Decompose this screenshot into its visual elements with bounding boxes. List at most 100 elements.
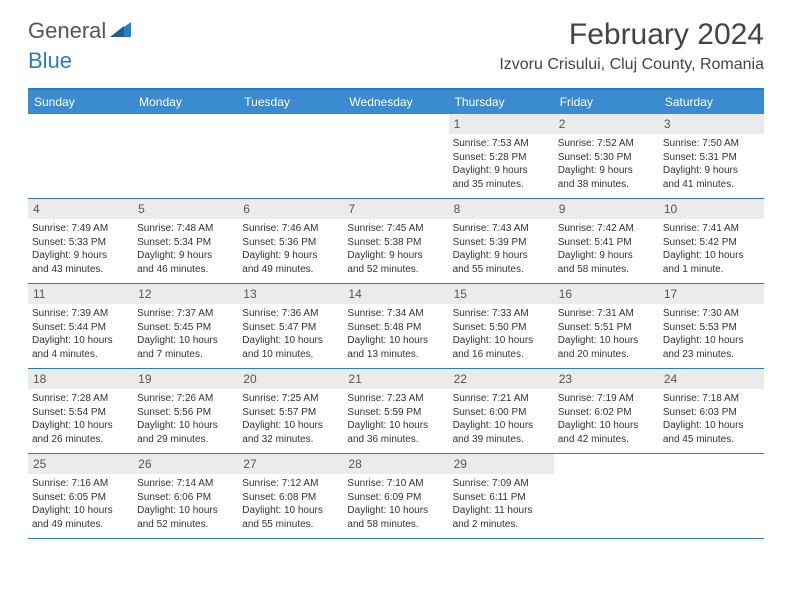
sunrise-text: Sunrise: 7:10 AM (347, 477, 444, 491)
sunrise-text: Sunrise: 7:49 AM (32, 222, 129, 236)
daylight-text: Daylight: 9 hours (558, 164, 655, 178)
sunrise-text: Sunrise: 7:19 AM (558, 392, 655, 406)
weekday-header: Tuesday (238, 90, 343, 114)
daylight-text: and 7 minutes. (137, 348, 234, 362)
day-cell: 11Sunrise: 7:39 AMSunset: 5:44 PMDayligh… (28, 284, 133, 368)
daylight-text: Daylight: 10 hours (453, 419, 550, 433)
sunrise-text: Sunrise: 7:12 AM (242, 477, 339, 491)
day-number: 9 (554, 199, 659, 219)
day-number: 7 (343, 199, 448, 219)
daylight-text: and 35 minutes. (453, 178, 550, 192)
daylight-text: Daylight: 10 hours (242, 504, 339, 518)
sunset-text: Sunset: 5:51 PM (558, 321, 655, 335)
daylight-text: Daylight: 9 hours (242, 249, 339, 263)
daylight-text: and 20 minutes. (558, 348, 655, 362)
page-title: February 2024 (499, 18, 764, 52)
daylight-text: Daylight: 10 hours (453, 334, 550, 348)
day-cell: 8Sunrise: 7:43 AMSunset: 5:39 PMDaylight… (449, 199, 554, 283)
day-number: 20 (238, 369, 343, 389)
daylight-text: and 46 minutes. (137, 263, 234, 277)
sunrise-text: Sunrise: 7:41 AM (663, 222, 760, 236)
day-number: 2 (554, 114, 659, 134)
daylight-text: and 2 minutes. (453, 518, 550, 532)
sunrise-text: Sunrise: 7:14 AM (137, 477, 234, 491)
daylight-text: and 36 minutes. (347, 433, 444, 447)
day-cell: 12Sunrise: 7:37 AMSunset: 5:45 PMDayligh… (133, 284, 238, 368)
day-cell: 14Sunrise: 7:34 AMSunset: 5:48 PMDayligh… (343, 284, 448, 368)
week-row: 25Sunrise: 7:16 AMSunset: 6:05 PMDayligh… (28, 454, 764, 539)
day-number: 22 (449, 369, 554, 389)
sunrise-text: Sunrise: 7:33 AM (453, 307, 550, 321)
sunrise-text: Sunrise: 7:37 AM (137, 307, 234, 321)
daylight-text: and 43 minutes. (32, 263, 129, 277)
daylight-text: Daylight: 11 hours (453, 504, 550, 518)
week-row: 18Sunrise: 7:28 AMSunset: 5:54 PMDayligh… (28, 369, 764, 454)
calendar: Sunday Monday Tuesday Wednesday Thursday… (28, 88, 764, 539)
daylight-text: Daylight: 10 hours (663, 334, 760, 348)
logo-blue-wrap: Blue (28, 48, 72, 74)
daylight-text: and 10 minutes. (242, 348, 339, 362)
daylight-text: Daylight: 9 hours (558, 249, 655, 263)
daylight-text: and 58 minutes. (347, 518, 444, 532)
title-block: February 2024 Izvoru Crisului, Cluj Coun… (499, 18, 764, 74)
day-cell: 27Sunrise: 7:12 AMSunset: 6:08 PMDayligh… (238, 454, 343, 538)
sunrise-text: Sunrise: 7:30 AM (663, 307, 760, 321)
day-number: 16 (554, 284, 659, 304)
daylight-text: and 41 minutes. (663, 178, 760, 192)
sunrise-text: Sunrise: 7:31 AM (558, 307, 655, 321)
sunset-text: Sunset: 5:59 PM (347, 406, 444, 420)
day-number: 27 (238, 454, 343, 474)
day-cell: 6Sunrise: 7:46 AMSunset: 5:36 PMDaylight… (238, 199, 343, 283)
daylight-text: and 29 minutes. (137, 433, 234, 447)
day-cell: . (133, 114, 238, 198)
sunset-text: Sunset: 6:00 PM (453, 406, 550, 420)
sunset-text: Sunset: 5:53 PM (663, 321, 760, 335)
day-number: 6 (238, 199, 343, 219)
daylight-text: and 49 minutes. (242, 263, 339, 277)
daylight-text: Daylight: 9 hours (663, 164, 760, 178)
sunset-text: Sunset: 5:56 PM (137, 406, 234, 420)
weekday-header: Saturday (659, 90, 764, 114)
daylight-text: and 16 minutes. (453, 348, 550, 362)
daylight-text: Daylight: 9 hours (347, 249, 444, 263)
day-cell: 16Sunrise: 7:31 AMSunset: 5:51 PMDayligh… (554, 284, 659, 368)
day-cell: 21Sunrise: 7:23 AMSunset: 5:59 PMDayligh… (343, 369, 448, 453)
sunset-text: Sunset: 5:44 PM (32, 321, 129, 335)
daylight-text: Daylight: 9 hours (453, 249, 550, 263)
day-cell: 4Sunrise: 7:49 AMSunset: 5:33 PMDaylight… (28, 199, 133, 283)
sunset-text: Sunset: 5:36 PM (242, 236, 339, 250)
day-cell: . (343, 114, 448, 198)
day-cell: 23Sunrise: 7:19 AMSunset: 6:02 PMDayligh… (554, 369, 659, 453)
weekday-header: Thursday (449, 90, 554, 114)
day-cell: 1Sunrise: 7:53 AMSunset: 5:28 PMDaylight… (449, 114, 554, 198)
sunrise-text: Sunrise: 7:18 AM (663, 392, 760, 406)
sunrise-text: Sunrise: 7:42 AM (558, 222, 655, 236)
sunset-text: Sunset: 5:31 PM (663, 151, 760, 165)
day-cell: 25Sunrise: 7:16 AMSunset: 6:05 PMDayligh… (28, 454, 133, 538)
sunrise-text: Sunrise: 7:48 AM (137, 222, 234, 236)
daylight-text: and 42 minutes. (558, 433, 655, 447)
day-number: 14 (343, 284, 448, 304)
weekday-header-row: Sunday Monday Tuesday Wednesday Thursday… (28, 90, 764, 114)
daylight-text: Daylight: 10 hours (558, 419, 655, 433)
day-number: 23 (554, 369, 659, 389)
day-cell: . (659, 454, 764, 538)
day-number: 8 (449, 199, 554, 219)
logo-text-blue: Blue (28, 48, 72, 73)
triangle-icon (110, 20, 132, 43)
location-label: Izvoru Crisului, Cluj County, Romania (499, 56, 764, 74)
day-number: 11 (28, 284, 133, 304)
daylight-text: and 13 minutes. (347, 348, 444, 362)
day-cell: . (28, 114, 133, 198)
day-cell: 29Sunrise: 7:09 AMSunset: 6:11 PMDayligh… (449, 454, 554, 538)
sunset-text: Sunset: 5:48 PM (347, 321, 444, 335)
day-number: 18 (28, 369, 133, 389)
daylight-text: and 26 minutes. (32, 433, 129, 447)
daylight-text: and 32 minutes. (242, 433, 339, 447)
day-cell: 5Sunrise: 7:48 AMSunset: 5:34 PMDaylight… (133, 199, 238, 283)
sunrise-text: Sunrise: 7:26 AM (137, 392, 234, 406)
daylight-text: Daylight: 10 hours (347, 334, 444, 348)
day-cell: 10Sunrise: 7:41 AMSunset: 5:42 PMDayligh… (659, 199, 764, 283)
day-cell: 7Sunrise: 7:45 AMSunset: 5:38 PMDaylight… (343, 199, 448, 283)
daylight-text: Daylight: 10 hours (663, 249, 760, 263)
